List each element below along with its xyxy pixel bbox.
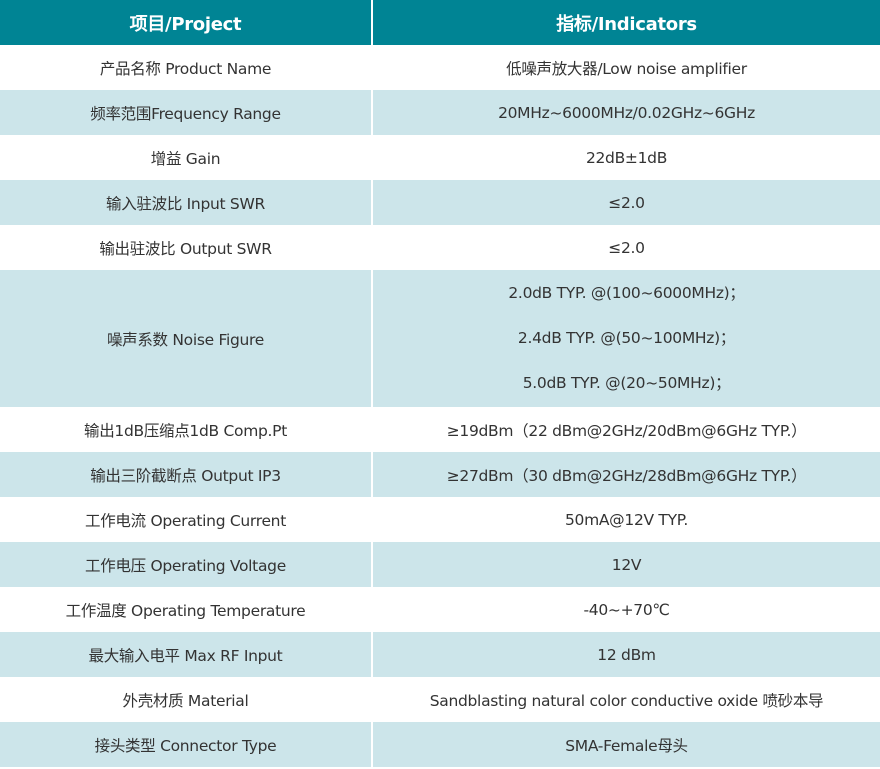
row-value: -40~+70℃ (372, 587, 880, 632)
row-label: 噪声系数 Noise Figure (0, 270, 373, 407)
value-line: 2.0dB TYP. @(100~6000MHz)； (508, 284, 745, 302)
row-label: 产品名称 Product Name (0, 45, 373, 90)
row-label: 输出三阶截断点 Output IP3 (0, 452, 373, 497)
row-label: 最大输入电平 Max RF Input (0, 632, 373, 677)
row-value: 12 dBm (372, 632, 880, 677)
table-row: 工作电压 Operating Voltage 12V (0, 542, 880, 587)
table-row: 最大输入电平 Max RF Input 12 dBm (0, 632, 880, 677)
row-value: 12V (372, 542, 880, 587)
row-label: 工作温度 Operating Temperature (0, 587, 373, 632)
table-row: 工作温度 Operating Temperature -40~+70℃ (0, 587, 880, 632)
value-line: ≤2.0 (608, 193, 645, 212)
row-label: 接头类型 Connector Type (0, 722, 373, 767)
row-value: ≥27dBm（30 dBm@2GHz/28dBm@6GHz TYP.） (372, 452, 880, 497)
row-label: 输出1dB压缩点1dB Comp.Pt (0, 407, 373, 452)
table-row: 输出三阶截断点 Output IP3 ≥27dBm（30 dBm@2GHz/28d… (0, 452, 880, 497)
table-row: 频率范围Frequency Range 20MHz~6000MHz/0.02GHz… (0, 90, 880, 135)
value-line: 20MHz~6000MHz/0.02GHz~6GHz (498, 103, 755, 122)
row-value: SMA-Female母头 (372, 722, 880, 767)
table-row: 输出驻波比 Output SWR ≤2.0 (0, 225, 880, 270)
value-line: ≤2.0 (608, 238, 645, 257)
value-line: ≥27dBm（30 dBm@2GHz/28dBm@6GHz TYP.） (446, 466, 807, 485)
row-value: 2.0dB TYP. @(100~6000MHz)； 2.4dB TYP. @(5… (372, 270, 880, 407)
row-label: 外壳材质 Material (0, 677, 373, 722)
row-value: ≤2.0 (372, 225, 880, 270)
value-line: ≥19dBm（22 dBm@2GHz/20dBm@6GHz TYP.） (446, 421, 807, 440)
header-indicators: 指标/Indicators (372, 0, 880, 45)
value-line: 5.0dB TYP. @(20~50MHz)； (522, 374, 731, 392)
row-label: 工作电流 Operating Current (0, 497, 373, 542)
row-value: Sandblasting natural color conductive ox… (372, 677, 880, 722)
row-value: 低噪声放大器/Low noise amplifier (372, 45, 880, 90)
row-value: ≥19dBm（22 dBm@2GHz/20dBm@6GHz TYP.） (372, 407, 880, 452)
value-line: 2.4dB TYP. @(50~100MHz)； (517, 329, 736, 347)
row-label: 频率范围Frequency Range (0, 90, 373, 135)
value-line: Sandblasting natural color conductive ox… (429, 691, 824, 710)
value-line: 12 dBm (597, 645, 656, 664)
header-project: 项目/Project (0, 0, 373, 45)
header-row: 项目/Project 指标/Indicators (0, 0, 880, 45)
value-line: 低噪声放大器/Low noise amplifier (506, 59, 747, 78)
row-label: 输出驻波比 Output SWR (0, 225, 373, 270)
row-value: ≤2.0 (372, 180, 880, 225)
table-row: 增益 Gain 22dB±1dB (0, 135, 880, 180)
table-row: 输出1dB压缩点1dB Comp.Pt ≥19dBm（22 dBm@2GHz/20… (0, 407, 880, 452)
table-row: 输入驻波比 Input SWR ≤2.0 (0, 180, 880, 225)
row-label: 工作电压 Operating Voltage (0, 542, 373, 587)
value-line: 22dB±1dB (585, 148, 668, 167)
value-line: SMA-Female母头 (565, 736, 688, 755)
row-value: 50mA@12V TYP. (372, 497, 880, 542)
table-row: 噪声系数 Noise Figure 2.0dB TYP. @(100~6000MH… (0, 270, 880, 407)
table-row: 工作电流 Operating Current 50mA@12V TYP. (0, 497, 880, 542)
row-label: 增益 Gain (0, 135, 373, 180)
row-label: 输入驻波比 Input SWR (0, 180, 373, 225)
table-row: 产品名称 Product Name 低噪声放大器/Low noise amplif… (0, 45, 880, 90)
value-line: -40~+70℃ (583, 600, 670, 619)
row-value: 22dB±1dB (372, 135, 880, 180)
value-line: 50mA@12V TYP. (564, 510, 689, 529)
table-row: 外壳材质 Material Sandblasting natural color … (0, 677, 880, 722)
row-value: 20MHz~6000MHz/0.02GHz~6GHz (372, 90, 880, 135)
value-line: 12V (611, 555, 642, 574)
table-row: 接头类型 Connector Type SMA-Female母头 (0, 722, 880, 767)
